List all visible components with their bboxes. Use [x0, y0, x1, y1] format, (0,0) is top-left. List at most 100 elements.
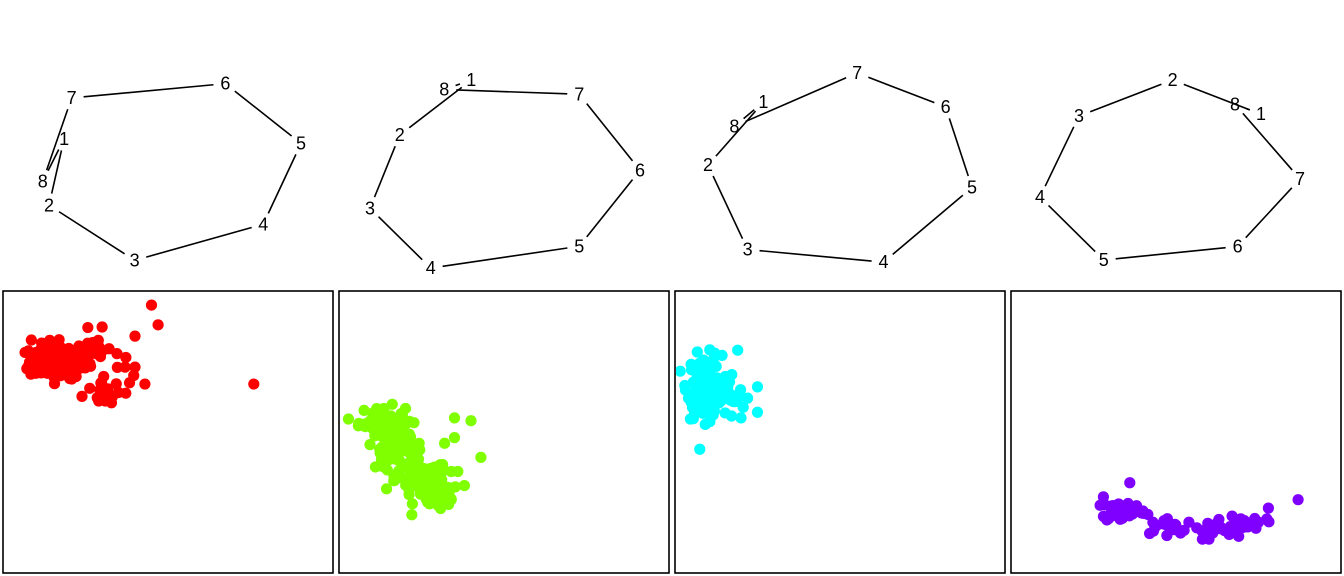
polygon-edge-7-8 — [745, 77, 847, 123]
polygon-edge-6-7 — [586, 103, 634, 162]
scatter-points — [19, 299, 260, 409]
scatter-point — [53, 334, 65, 346]
scatter-point — [387, 453, 399, 465]
scatter-point — [679, 379, 691, 392]
vertex-label: 8 — [38, 172, 48, 192]
scatter-points — [1094, 477, 1304, 545]
scatter-panel-4 — [1010, 290, 1342, 574]
vertex-label: 5 — [574, 236, 584, 256]
scatter-point — [145, 299, 158, 311]
polygon-edge-5-6 — [234, 90, 293, 137]
vertex-label: 4 — [1035, 187, 1045, 207]
panel-frame — [338, 290, 670, 574]
polygon-chart-2: 1 7 6 5 4 3 2 8 — [365, 70, 645, 278]
polygon-edge-3-4 — [146, 226, 252, 258]
vertex-label: 7 — [574, 84, 584, 104]
scatter-point — [398, 440, 410, 452]
scatter-point — [112, 386, 125, 399]
scatter-panel-1 — [2, 290, 334, 574]
scatter-point — [458, 479, 470, 492]
scatter-point — [405, 456, 417, 468]
scatter-point — [1161, 513, 1173, 525]
polygon-edge-5-6 — [948, 118, 970, 177]
scatter-point — [1097, 491, 1109, 503]
scatter-point — [406, 498, 418, 510]
scatter-point — [358, 404, 370, 417]
scatter-point — [704, 415, 716, 428]
vertex-label: 2 — [1168, 70, 1178, 90]
scatter-point — [21, 363, 33, 375]
vertex-label: 2 — [44, 195, 54, 215]
scatter-point — [25, 334, 37, 346]
vertex-label: 1 — [1256, 104, 1266, 124]
scatter-point — [73, 340, 85, 352]
scatter-point — [1183, 516, 1195, 528]
scatter-point — [1164, 524, 1177, 536]
scatter-point — [452, 465, 464, 478]
scatter-point — [432, 499, 444, 511]
polygon-chart-3: 7 6 5 4 3 281 — [703, 63, 977, 272]
scatter-point — [428, 489, 440, 501]
polygon-edge-6-7 — [1245, 187, 1293, 239]
vertex-label: 1 — [466, 70, 476, 90]
scatter-point — [448, 412, 461, 424]
scatter-point — [439, 437, 451, 449]
polygon-edge-2-3 — [58, 211, 126, 255]
vertex-label: 1 — [59, 129, 69, 149]
scatter-point — [434, 482, 446, 494]
vertex-label: 5 — [1099, 250, 1109, 270]
polygon-edge-7-8 — [1242, 112, 1293, 171]
scatter-point — [405, 468, 417, 480]
panel-frame — [674, 290, 1006, 574]
scatter-point — [718, 389, 730, 401]
scatter-point — [96, 321, 108, 333]
vertex-label: 3 — [1074, 106, 1084, 126]
scatter-point — [386, 398, 398, 410]
scatter-point — [694, 443, 706, 455]
scatter-point — [434, 459, 446, 471]
polygon-edge-4-5 — [442, 247, 568, 268]
scatter-point — [676, 365, 686, 377]
vertex-label: 8 — [1230, 94, 1240, 114]
scatter-point — [690, 366, 702, 378]
scatter-point — [36, 337, 48, 349]
scatter-point — [119, 361, 131, 373]
polygon-edge-3-4 — [377, 216, 423, 261]
scatter-point — [36, 366, 49, 378]
scatter-point — [410, 442, 422, 454]
scatter-point — [380, 483, 393, 495]
vertex-label: 3 — [365, 198, 375, 218]
vertex-label: 8 — [439, 80, 449, 100]
scatter-point — [1144, 527, 1156, 540]
scatter-point — [418, 463, 431, 475]
scatter-point — [734, 384, 747, 396]
scatter-point — [342, 413, 355, 425]
scatter-point — [1203, 533, 1215, 545]
scatter-point — [103, 343, 115, 355]
scatter-point — [1292, 494, 1304, 506]
vertex-label: 6 — [220, 74, 230, 94]
scatter-point — [725, 410, 738, 422]
vertex-label: 3 — [130, 250, 140, 270]
scatter-point — [129, 330, 141, 342]
scatter-point — [1252, 516, 1265, 528]
scatter-point — [691, 346, 703, 358]
polygon-edge-1-2 — [1183, 83, 1251, 111]
scatter-point — [735, 412, 747, 424]
scatter-point — [751, 406, 764, 418]
scatter-point — [79, 349, 91, 361]
vertex-label: 4 — [426, 258, 436, 278]
vertex-label: 2 — [703, 155, 713, 175]
scatter-point — [248, 378, 260, 390]
scatter-point — [79, 362, 91, 374]
polygon-edge-8-1 — [743, 109, 755, 120]
scatter-point — [1120, 510, 1132, 522]
scatter-point — [82, 321, 94, 334]
scatter-point — [60, 344, 72, 356]
scatter-point — [445, 494, 457, 506]
vertex-label: 1 — [758, 92, 768, 112]
scatter-point — [1233, 530, 1245, 542]
scatter-point — [27, 352, 39, 364]
polygon-edge-3-4 — [759, 249, 872, 262]
scatter-point — [406, 509, 418, 521]
